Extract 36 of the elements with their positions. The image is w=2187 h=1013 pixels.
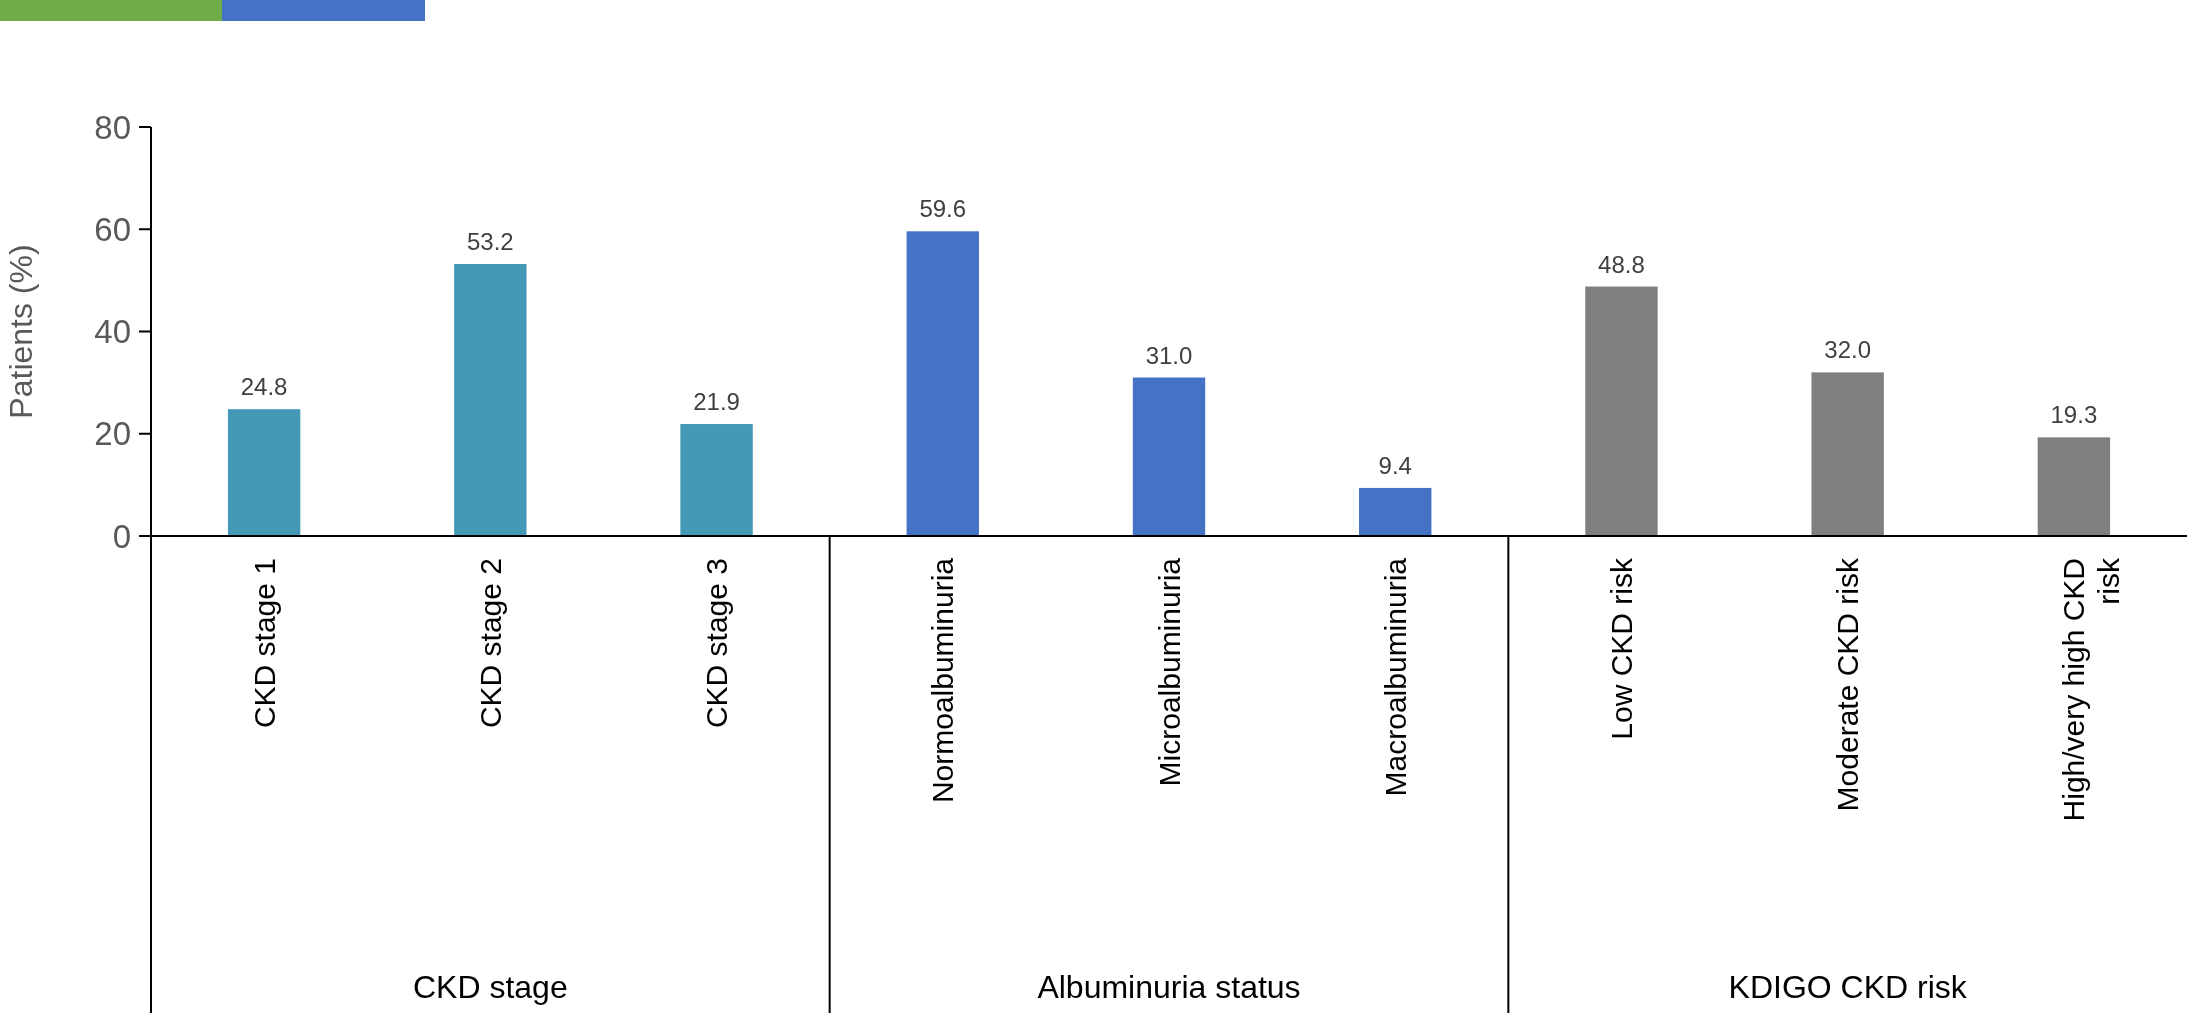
data-label: 21.9 [693, 388, 740, 416]
y-axis-title: Patients (%) [3, 244, 39, 419]
x-tick-label: Moderate CKD risk [1831, 557, 1865, 812]
x-tick-label: Macroalbuminuria [1378, 557, 1412, 797]
bar [680, 424, 753, 536]
bar [906, 231, 979, 536]
text: KDIGO CKD risk [1728, 969, 1968, 1005]
y-tick-label: 80 [94, 108, 131, 146]
bar [1132, 377, 1206, 536]
data-label: 31.0 [1145, 341, 1193, 369]
bar [1359, 487, 1432, 536]
x-tick-label: CKD stage 2 [473, 558, 507, 729]
x-tick-label: Normoalbuminuria [926, 557, 960, 804]
data-label: 53.2 [466, 228, 514, 256]
bar [454, 264, 527, 536]
y-tick-label: 60 [94, 210, 131, 248]
y-tick-label: 40 [94, 313, 131, 351]
bar [1811, 372, 1884, 536]
text: Albuminuria status [1037, 969, 1301, 1005]
bar [1585, 286, 1658, 536]
data-label: 9.4 [1378, 451, 1412, 479]
x-tick-label: CKD stage 3 [700, 558, 734, 729]
x-tick-label: High/very high CKD risk [2057, 557, 2125, 822]
data-label: 19.3 [2050, 401, 2098, 429]
bar [2037, 437, 2111, 536]
y-tick-label: 0 [112, 517, 131, 555]
data-label: 32.0 [1824, 336, 1872, 364]
data-label: 24.8 [240, 373, 288, 401]
x-tick-label: Low CKD risk [1604, 557, 1638, 740]
x-tick-label: CKD stage 1 [247, 558, 281, 729]
text: CKD stage [412, 969, 568, 1005]
bar [227, 409, 301, 536]
data-label: 59.6 [919, 195, 967, 223]
y-tick-label: 20 [94, 415, 131, 453]
data-label: 48.8 [1598, 250, 1645, 278]
x-tick-label: Microalbuminuria [1152, 557, 1186, 787]
